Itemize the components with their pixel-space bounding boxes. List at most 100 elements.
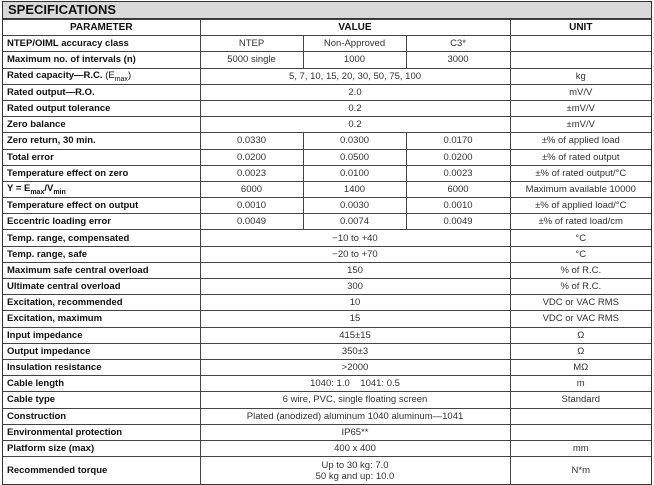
value-cell: NTEP xyxy=(199,35,304,53)
value-cell: 0.0200 xyxy=(199,148,304,166)
unit-cell xyxy=(509,407,652,425)
parameter-cell: Temperature effect on output xyxy=(3,197,201,215)
table-row: Ultimate central overload 300% of R.C. xyxy=(3,277,652,296)
table-row: Y = Emax/Vmin 6000 1400 6000 Maximum availab… xyxy=(3,180,652,199)
table-row: Zero balance 0.2 ±mV/V xyxy=(3,116,652,134)
parameter-cell: Temp. range, safe xyxy=(3,245,201,263)
unit-cell: MΩ xyxy=(509,358,652,377)
table-row: Excitation, recommended 10 VDC or VAC RMS xyxy=(3,294,652,312)
unit-cell: VDC or VAC RMS xyxy=(509,294,652,312)
parameter-cell: Excitation, maximum xyxy=(3,310,201,328)
parameter-cell: Y = Emax/Vmin xyxy=(3,180,201,199)
parameter-cell: Platform size (max) xyxy=(3,439,201,458)
unit-cell: Ω xyxy=(509,326,652,344)
unit-cell: kg xyxy=(509,67,652,85)
value-cell: 0.0023 xyxy=(405,164,511,182)
value-cell: 1040: 1.0 1041: 0.5 xyxy=(199,375,511,393)
value-cell: 0.0330 xyxy=(199,132,304,150)
value-cell: Plated (anodized) aluminum 1040 aluminum… xyxy=(199,407,511,425)
parameter-cell: Ultimate central overload xyxy=(3,277,201,296)
parameter-cell: Output impedance xyxy=(3,342,201,360)
parameter-cell: Temp. range, compensated xyxy=(3,229,201,247)
parameter-cell: Environmental protection xyxy=(3,423,201,441)
value-cell: 5000 single xyxy=(199,51,304,69)
value-cell: 0.0030 xyxy=(302,197,407,215)
value-cell: Non-Approved xyxy=(302,35,407,53)
table-row: Eccentric loading error 0.0049 0.0074 0.004… xyxy=(3,213,652,231)
table-row: Output impedance 350±3 Ω xyxy=(3,342,652,360)
parameter-cell: Cable type xyxy=(3,391,201,409)
value-cell: 0.0049 xyxy=(405,213,511,231)
unit-cell: Maximum available 10000 xyxy=(509,180,652,199)
value-cell: 0.0300 xyxy=(302,132,407,150)
parameter-cell: Construction xyxy=(3,407,201,425)
table-row: Temp. range, safe −20 to +70 °C xyxy=(3,245,652,263)
table-row: Rated output—R.O. 2.0 mV/V xyxy=(3,83,652,101)
table-row: Input impedance 415±15 Ω xyxy=(3,326,652,344)
table-row: Temp. range, compensated −10 to +40 °C xyxy=(3,229,652,247)
table-row: Total error 0.0200 0.0500 0.0200 ±% of rated… xyxy=(3,148,652,166)
value-cell: >2000 xyxy=(199,358,511,377)
value-cell: 0.2 xyxy=(199,116,511,134)
parameter-cell: Recommended torque xyxy=(3,456,201,485)
value-cell: 0.0010 xyxy=(199,197,304,215)
parameter-cell: Maximum no. of intervals (n) xyxy=(3,51,201,69)
parameter-cell: Zero balance xyxy=(3,116,201,134)
table-row: Cable type 6 wire, PVC, single floating s… xyxy=(3,391,652,409)
parameter-cell: NTEP/OIML accuracy class xyxy=(3,35,201,53)
unit-cell xyxy=(509,51,652,69)
value-cell: 0.0170 xyxy=(405,132,511,150)
table-row: Temperature effect on output 0.0010 0.0030… xyxy=(3,197,652,215)
unit-cell: ±mV/V xyxy=(509,116,652,134)
value-cell: 6000 xyxy=(199,180,304,199)
value-cell: 15 xyxy=(199,310,511,328)
value-cell: −10 to +40 xyxy=(199,229,511,247)
value-cell: 0.0200 xyxy=(405,148,511,166)
value-cell: 6 wire, PVC, single floating screen xyxy=(199,391,511,409)
unit-cell: N*m xyxy=(509,456,652,485)
parameter-cell: Excitation, recommended xyxy=(3,294,201,312)
parameter-cell: Rated capacity—R.C. (Emax) xyxy=(3,67,201,85)
table-row: Platform size (max) 400 x 400 mm xyxy=(3,439,652,458)
value-cell: 10 xyxy=(199,294,511,312)
value-cell: 400 x 400 xyxy=(199,439,511,458)
unit-cell: Ω xyxy=(509,342,652,360)
value-cell: 0.0100 xyxy=(302,164,407,182)
header-value: VALUE xyxy=(199,18,511,37)
value-cell: C3* xyxy=(405,35,511,53)
value-cell: 6000 xyxy=(405,180,511,199)
table-row: Excitation, maximum 15 VDC or VAC RMS xyxy=(3,310,652,328)
table-row: Maximum no. of intervals (n) 5000 single 1… xyxy=(3,51,652,69)
table-row: Construction Plated (anodized) aluminum 1… xyxy=(3,407,652,425)
value-cell: 300 xyxy=(199,277,511,296)
value-cell: 0.0023 xyxy=(199,164,304,182)
table-row: Insulation resistance >2000 MΩ xyxy=(3,358,652,377)
unit-cell: °C xyxy=(509,245,652,263)
parameter-cell: Total error xyxy=(3,148,201,166)
specifications-table: PARAMETER VALUE UNIT NTEP/OIML accuracy … xyxy=(3,18,652,485)
unit-cell: °C xyxy=(509,229,652,247)
value-cell: 0.0500 xyxy=(302,148,407,166)
table-row: Temperature effect on zero 0.0023 0.0100 0.… xyxy=(3,164,652,182)
value-line: 50 kg and up: 10.0 xyxy=(315,470,395,482)
unit-cell: ±% of applied load xyxy=(509,132,652,150)
header-row: PARAMETER VALUE UNIT xyxy=(3,18,652,37)
unit-cell: ±% of rated load/cm xyxy=(509,213,652,231)
unit-cell: % of R.C. xyxy=(509,277,652,296)
value-cell: 0.0010 xyxy=(405,197,511,215)
unit-cell: ±% of rated output/°C xyxy=(509,164,652,182)
value-cell: 1400 xyxy=(302,180,407,199)
parameter-cell: Zero return, 30 min. xyxy=(3,132,201,150)
parameter-cell: Input impedance xyxy=(3,326,201,344)
unit-cell: ±% of rated output xyxy=(509,148,652,166)
table-row: Rated capacity—R.C. (Emax) 5, 7, 10, 15, … xyxy=(3,67,652,85)
value-cell: 350±3 xyxy=(199,342,511,360)
table-row: Rated output tolerance 0.2 ±mV/V xyxy=(3,99,652,118)
value-cell: 5, 7, 10, 15, 20, 30, 50, 75, 100 xyxy=(199,67,511,85)
table-row: Maximum safe central overload 150% of R.C… xyxy=(3,261,652,280)
value-cell: −20 to +70 xyxy=(199,245,511,263)
unit-cell: ±mV/V xyxy=(509,99,652,118)
parameter-cell: Eccentric loading error xyxy=(3,213,201,231)
value-cell: Up to 30 kg: 7.0 50 kg and up: 10.0 xyxy=(199,456,511,485)
